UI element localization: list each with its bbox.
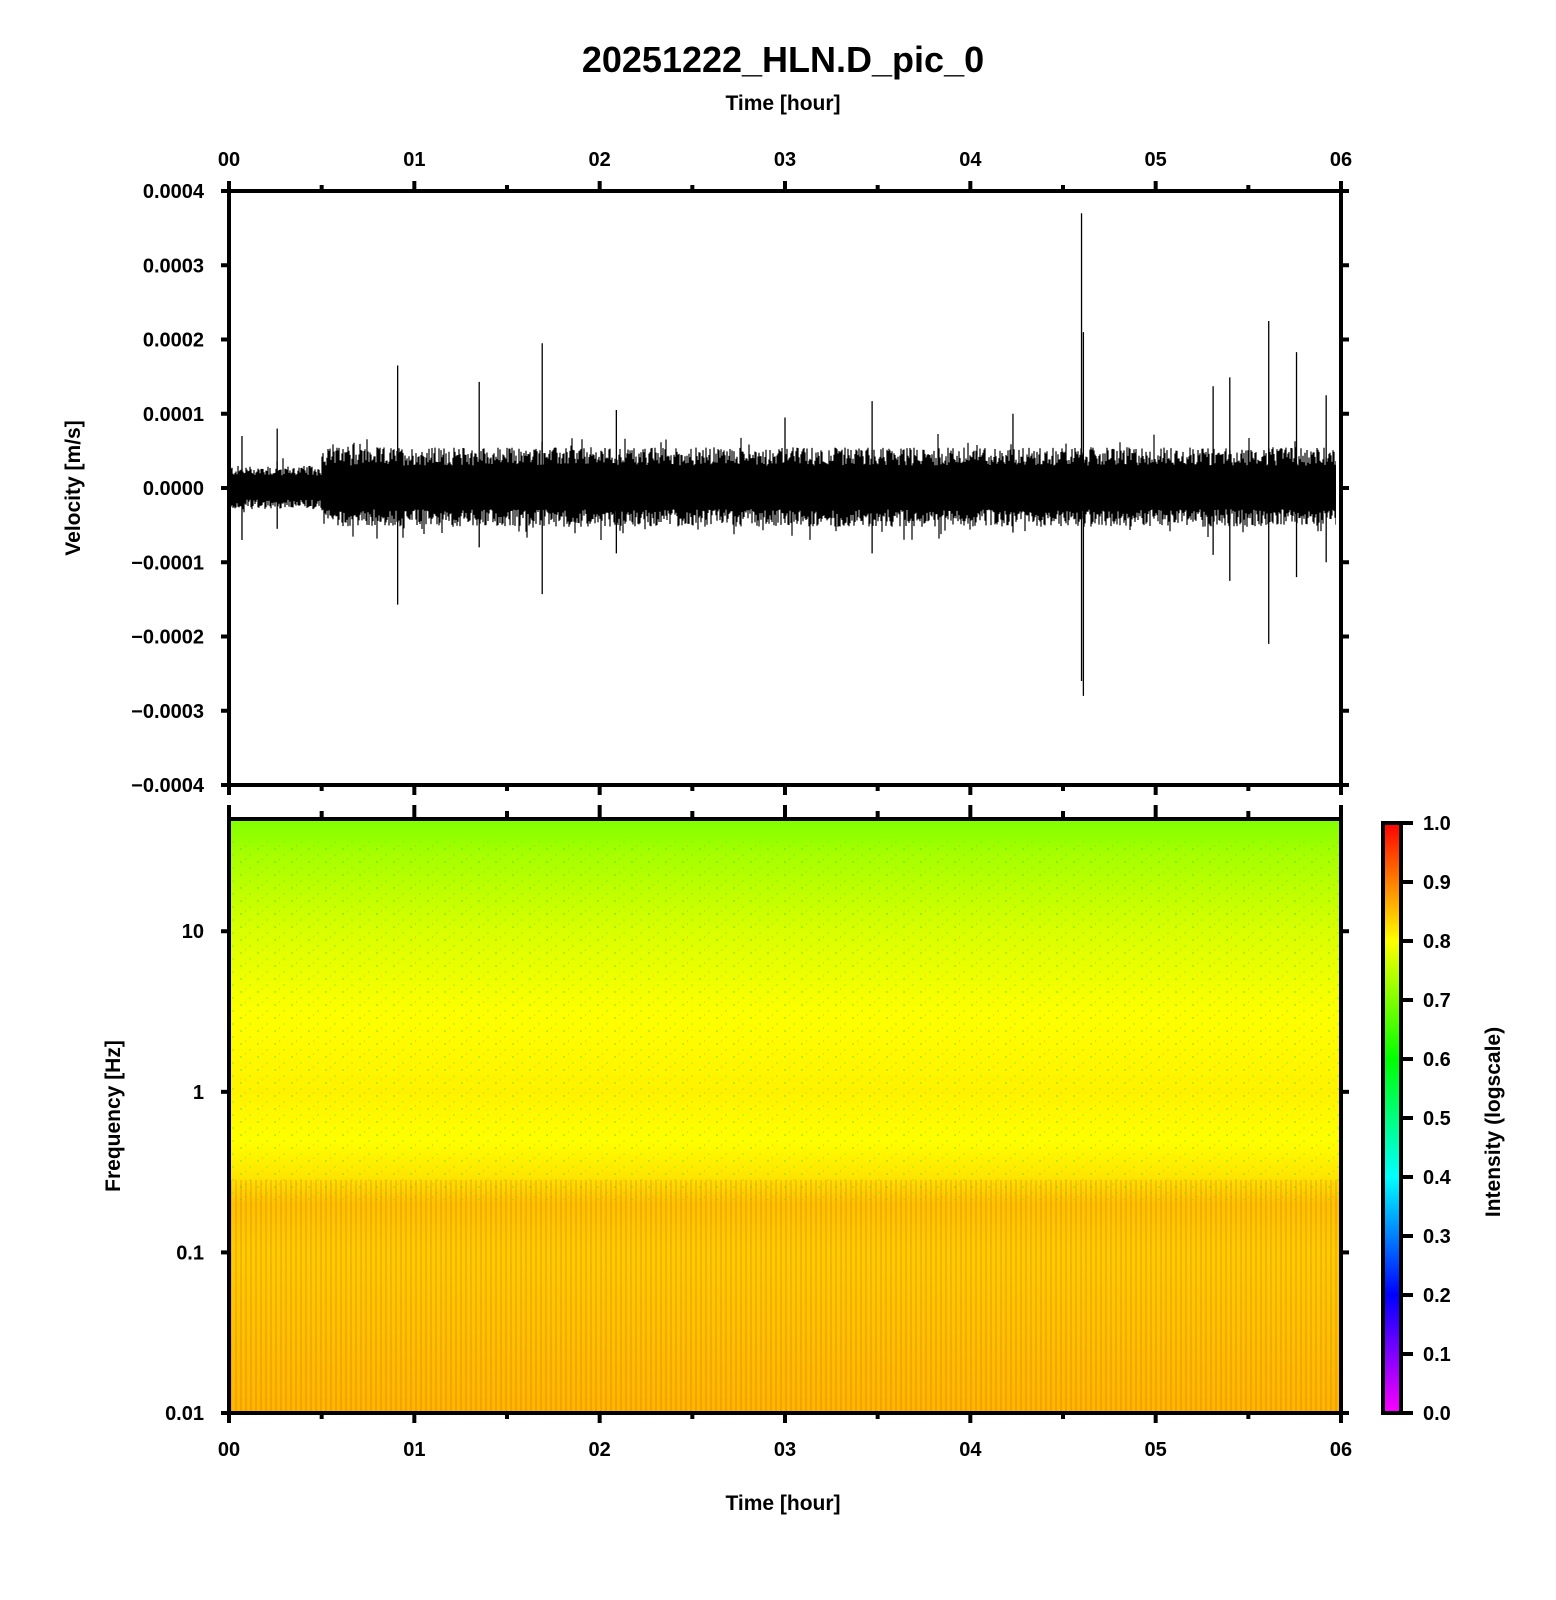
- spectrogram-x-tick-label: 01: [403, 1439, 425, 1461]
- colorbar-tick-label: 0.2: [1423, 1285, 1451, 1307]
- waveform-x-tick-label: 01: [403, 149, 425, 171]
- waveform-x-tick-label: 06: [1330, 149, 1352, 171]
- spectrogram-y-tick-label: 1: [193, 1082, 204, 1104]
- colorbar-label: Intensity (logscale): [1482, 1027, 1505, 1217]
- spectrogram-y-ticks: 10 1 0.1 0.01: [165, 921, 1349, 1425]
- colorbar-tick-label: 0.7: [1423, 990, 1451, 1012]
- waveform-x-tick-label: 02: [589, 149, 611, 171]
- spectrogram-panel: 10 1 0.1 0.01 00 01 02 03 04 05 06 Frequency [Hz]…: [102, 805, 1352, 1515]
- waveform-y-tick-label: 0.0003: [143, 255, 204, 277]
- spectrogram-y-tick-label: 0.01: [165, 1403, 204, 1425]
- colorbar-tick-label: 0.4: [1423, 1167, 1452, 1189]
- spectrogram-x-ticks: 00 01 02 03 04 05 06: [218, 805, 1352, 1461]
- waveform-y-tick-label: 0.0004: [143, 181, 205, 203]
- waveform-x-tick-label: 03: [774, 149, 796, 171]
- waveform-spikes: [241, 213, 1327, 696]
- waveform-x-ticks-top: 00 01 02 03 04 05 06: [218, 149, 1352, 795]
- spectrogram-y-tick-label: 0.1: [176, 1242, 204, 1264]
- figure-title: 20251222_HLN.D_pic_0: [582, 39, 984, 80]
- spectrogram-x-tick-label: 00: [218, 1439, 240, 1461]
- waveform-x-tick-label: 05: [1145, 149, 1167, 171]
- waveform-y-tick-label: 0.0001: [143, 404, 204, 426]
- bottom-x-axis-label: Time [hour]: [725, 1492, 840, 1515]
- spectrogram-x-tick-label: 03: [774, 1439, 796, 1461]
- waveform-y-ticks: 0.0004 0.0003 0.0002 0.0001 0.0000 −0.0001 −0.…: [131, 181, 1349, 797]
- colorbar-tick-label: 0.0: [1423, 1403, 1451, 1425]
- waveform-y-tick-label: −0.0002: [131, 627, 204, 649]
- waveform-y-tick-label: −0.0003: [131, 701, 204, 723]
- waveform-x-tick-label: 00: [218, 149, 240, 171]
- waveform-x-tick-label: 04: [959, 149, 982, 171]
- spectrogram-x-tick-label: 04: [959, 1439, 982, 1461]
- colorbar-tick-label: 0.9: [1423, 872, 1451, 894]
- waveform-y-tick-label: −0.0001: [131, 552, 204, 574]
- colorbar-tick-label: 0.1: [1423, 1344, 1451, 1366]
- colorbar-tick-label: 0.3: [1423, 1226, 1451, 1248]
- colorbar-gradient-bar: [1381, 821, 1403, 1415]
- spectrogram-x-tick-label: 05: [1145, 1439, 1167, 1461]
- colorbar-tick-label: 0.5: [1423, 1108, 1451, 1130]
- spectrogram-stripe-layer: [229, 1180, 1341, 1413]
- top-x-axis-label: Time [hour]: [725, 92, 840, 115]
- colorbar-tick-label: 0.8: [1423, 931, 1451, 953]
- waveform-panel: 0.0004 0.0003 0.0002 0.0001 0.0000 −0.0001 −0.…: [62, 149, 1352, 797]
- waveform-y-tick-label: 0.0000: [143, 478, 204, 500]
- colorbar-ticks: 1.0 0.9 0.8 0.7 0.6 0.5 0.4 0.3 0.2 0.1 0.0: [1399, 813, 1452, 1425]
- spectrogram-y-axis-label: Frequency [Hz]: [102, 1040, 125, 1192]
- spectrogram-x-tick-label: 06: [1330, 1439, 1352, 1461]
- waveform-y-tick-label: −0.0004: [131, 775, 205, 797]
- colorbar-tick-label: 0.6: [1423, 1049, 1451, 1071]
- spectrogram-x-tick-label: 02: [589, 1439, 611, 1461]
- waveform-y-tick-label: 0.0002: [143, 330, 204, 352]
- colorbar: 1.0 0.9 0.8 0.7 0.6 0.5 0.4 0.3 0.2 0.1 0.0 Intens…: [1381, 813, 1505, 1425]
- spectrogram-speckle-layer: [229, 840, 1341, 1200]
- waveform-trace: [228, 213, 1336, 696]
- spectrogram-y-tick-label: 10: [182, 921, 204, 943]
- waveform-y-axis-label: Velocity [m/s]: [62, 420, 85, 555]
- colorbar-tick-label: 1.0: [1423, 813, 1451, 835]
